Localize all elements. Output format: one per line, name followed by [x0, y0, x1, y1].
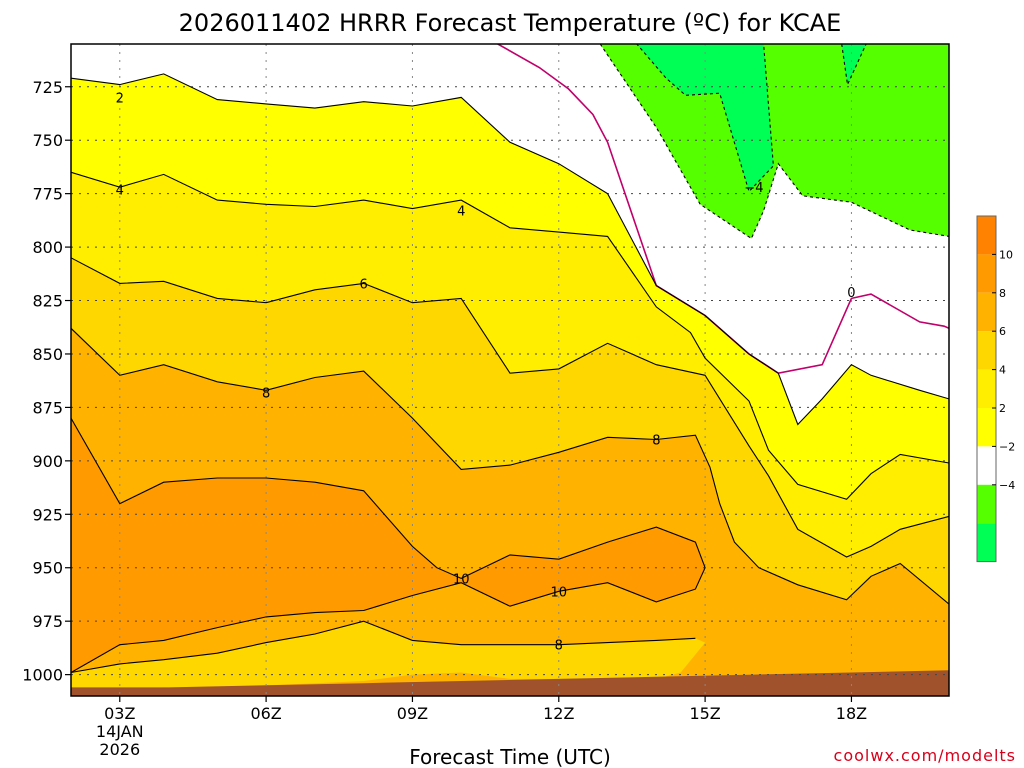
y-tick-label: 900 — [32, 452, 63, 471]
x-tick-label: 18Z — [836, 704, 867, 723]
contour-label-text: 8 — [652, 433, 660, 448]
y-tick-label: 775 — [32, 185, 63, 204]
contour-label: 10 — [453, 572, 470, 587]
contour-label-text: 4 — [116, 183, 124, 198]
credit-text: coolwx.com/modelts — [834, 746, 1016, 765]
y-tick-label: 925 — [32, 505, 63, 524]
plot-frame — [70, 43, 950, 697]
y-tick-label: 875 — [32, 398, 63, 417]
contour-label-text: 10 — [453, 572, 470, 587]
contour-line — [71, 257, 949, 558]
x-tick-sublabel: 2026 — [99, 740, 140, 759]
colorbar-label: 6 — [999, 325, 1006, 338]
fill-band-6-8-low — [71, 621, 706, 690]
contour-label: 4 — [116, 183, 124, 198]
y-tick-label: 750 — [32, 131, 63, 150]
colorbar-label: 4 — [999, 364, 1006, 377]
colorbar-label: −2 — [999, 440, 1015, 453]
x-tick-label: 06Z — [250, 704, 281, 723]
contour-label: 8 — [262, 386, 270, 401]
contour-label: 2 — [116, 91, 124, 106]
colorbar-swatch — [977, 446, 996, 485]
contour-label: 10 — [551, 585, 568, 600]
y-tick-label: 975 — [32, 612, 63, 631]
chart-title: 2026011402 HRRR Forecast Temperature (ºC… — [179, 9, 842, 37]
fill-band-cold-6-4-b — [841, 44, 867, 85]
contour-label-text: 0 — [847, 286, 855, 301]
colorbar-label: −4 — [999, 479, 1015, 492]
contour-label: 8 — [555, 639, 563, 654]
colorbar-swatch — [977, 292, 996, 332]
colorbar-label: 8 — [999, 287, 1006, 300]
fill-band-4-6 — [71, 172, 949, 558]
fill-band-10-12 — [71, 418, 706, 673]
colorbar-swatch — [977, 254, 996, 293]
contour-label-text: 8 — [555, 639, 563, 654]
contour-line — [600, 44, 774, 193]
fill-band-6-8 — [71, 257, 949, 605]
contour-line — [71, 327, 949, 605]
x-tick-label: 12Z — [543, 704, 574, 723]
contour-line — [841, 44, 867, 87]
contour-label-text: −4 — [744, 181, 763, 196]
contour-label-text: 6 — [360, 277, 368, 292]
y-tick-label: 825 — [32, 292, 63, 311]
y-tick-label: 725 — [32, 78, 63, 97]
contour-lines: 2 4 4 6 8 8 10 10 8 0 −4 — [71, 44, 949, 674]
colorbar-frame — [976, 215, 997, 563]
colorbar-swatch — [977, 331, 996, 370]
x-tick-label: 03Z — [104, 704, 135, 723]
contour-line — [599, 44, 949, 240]
contour-line — [71, 171, 949, 500]
fill-band-cold-6-4 — [600, 44, 774, 192]
ground-layer — [71, 670, 949, 696]
y-tick-label: 800 — [32, 238, 63, 257]
contour-label: 6 — [360, 277, 368, 292]
contour-line — [71, 73, 949, 426]
y-tick-label: 950 — [32, 559, 63, 578]
colorbar-label: 2 — [999, 402, 1006, 415]
x-tick-sublabel: 14JAN — [96, 722, 144, 741]
colorbar-label: 10 — [999, 248, 1013, 261]
colorbar-swatch — [977, 369, 996, 408]
contour-label-text: 4 — [457, 205, 465, 220]
y-tick-label: 850 — [32, 345, 63, 364]
contour-line — [71, 620, 696, 674]
x-tick-label: 09Z — [397, 704, 428, 723]
colorbar-swatch — [977, 216, 996, 255]
contour-label-text: 8 — [262, 386, 270, 401]
contour-label: 4 — [457, 205, 465, 220]
fill-band-2-4 — [71, 73, 949, 500]
contour-label: −4 — [744, 181, 763, 196]
contour-label-text: 2 — [116, 91, 124, 106]
y-axis: 725 750 775 800 825 850 875 900 925 950 975 1000 — [22, 78, 71, 685]
colorbar-swatch — [977, 408, 996, 447]
colorbar-swatch — [977, 484, 996, 524]
contour-line — [71, 417, 706, 673]
y-tick-label: 1000 — [22, 666, 63, 685]
contour-label: 0 — [847, 286, 855, 301]
plot-area — [71, 44, 949, 696]
colorbar-swatch — [977, 523, 996, 562]
colorbar: 10 8 6 4 2 −2 −4 — [976, 215, 1015, 563]
x-axis-label: Forecast Time (UTC) — [409, 745, 611, 768]
contour-label: 8 — [652, 433, 660, 448]
contour-label-text: 10 — [551, 585, 568, 600]
x-tick-label: 15Z — [689, 704, 720, 723]
